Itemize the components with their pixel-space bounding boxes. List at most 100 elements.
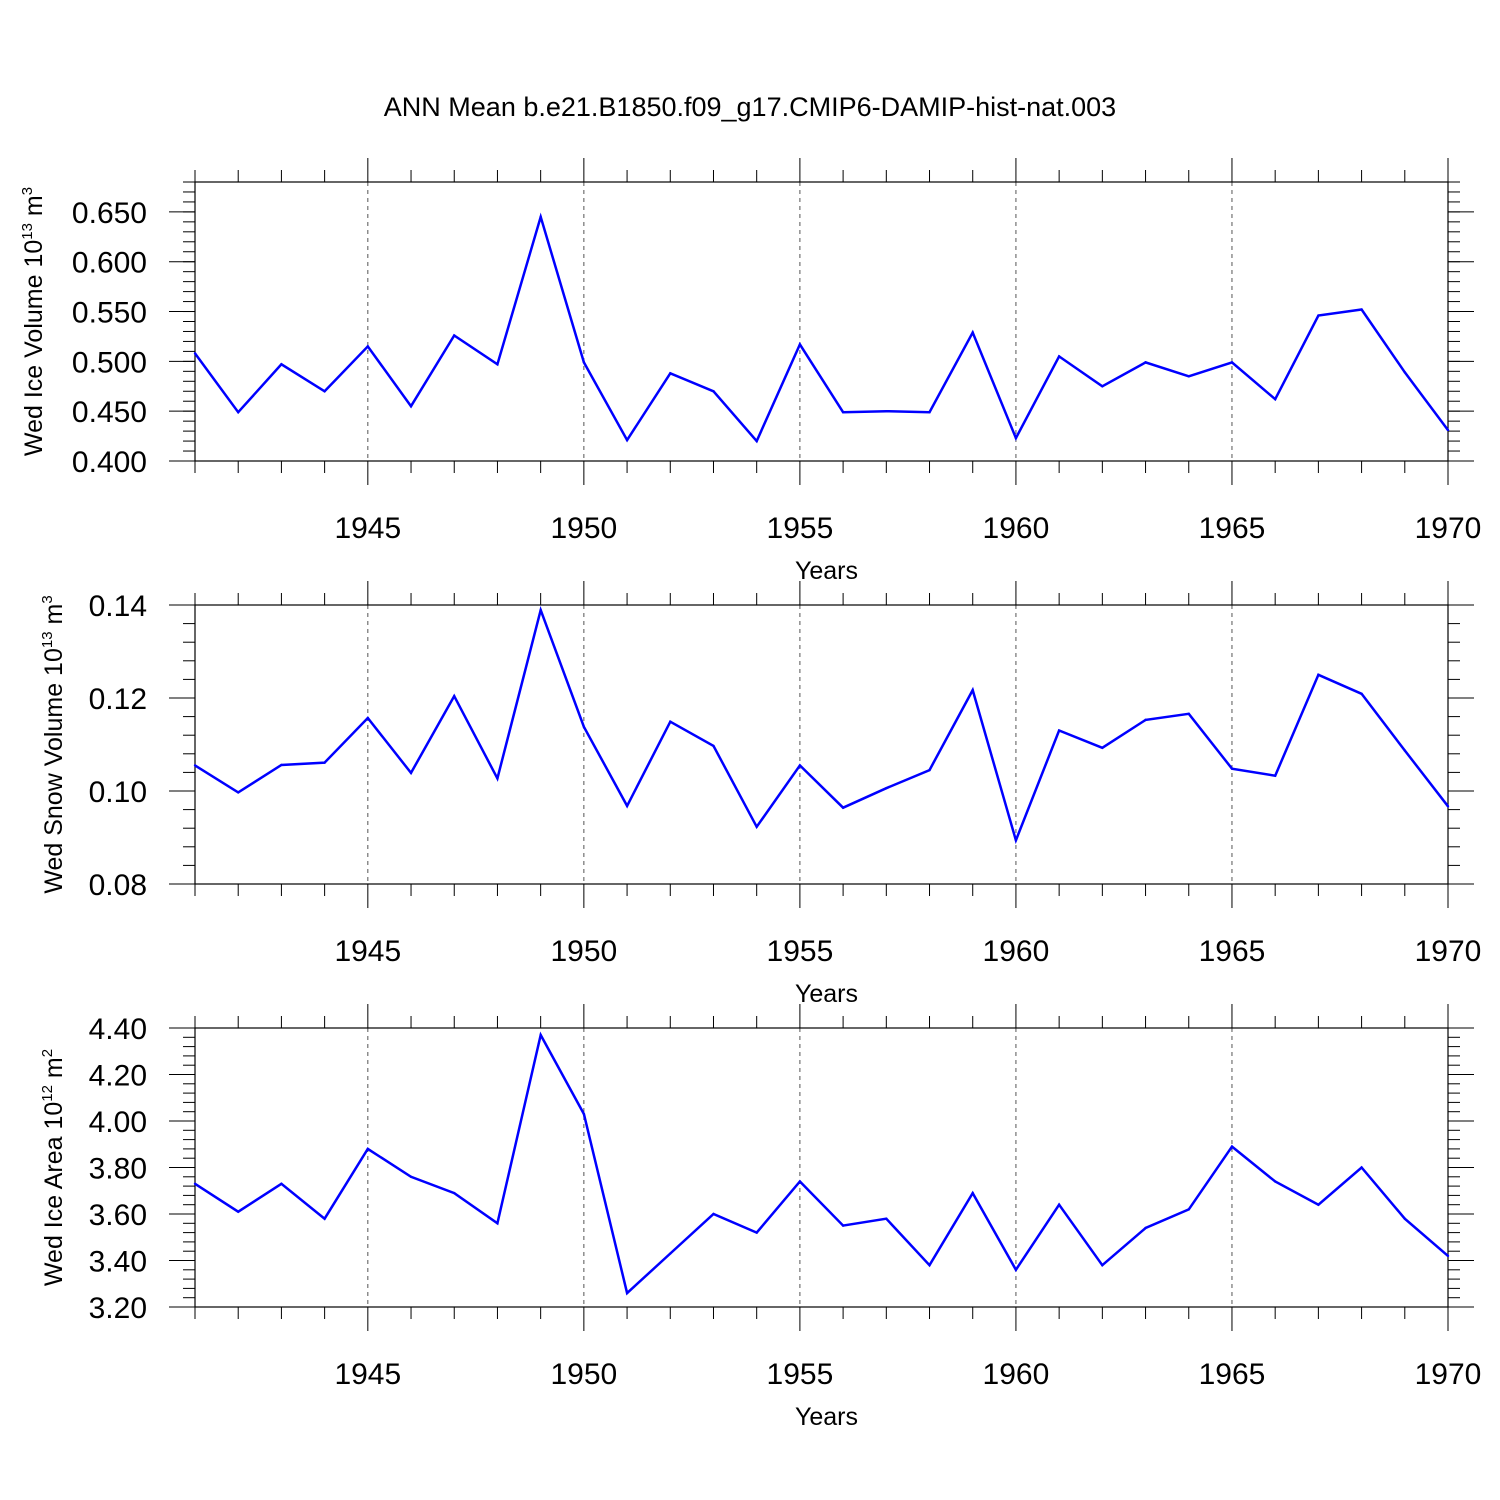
chart0-x-tick-label: 1945 [334,512,401,545]
chart0-data-point-1968 [1360,308,1363,311]
chart0-y-axis-label: Wed Ice Volume 1013 m3 [19,187,48,456]
chart0-data-point-1958 [928,410,931,414]
chart2-data-point-1965 [1230,1145,1234,1148]
chart2-plot-frame [194,1027,1449,1308]
chart2-y-tick-label: 4.00 [89,1106,147,1139]
chart1-x-axis-label: Years [795,980,858,1008]
chart0-data-point-1943 [280,363,283,366]
chart2-data-point-1942 [237,1210,240,1213]
chart2-data-point-1944 [323,1217,326,1220]
chart0-y-tick-label: 0.550 [72,297,147,330]
chart1-x-tick-label: 1945 [334,935,401,968]
chart1-data-point-1970 [1446,805,1450,808]
chart1-y-axis-label: Wed Snow Volume 1013 m3 [39,595,68,893]
chart0-data-point-1953 [712,390,715,393]
chart0-data-point-1945 [366,345,370,348]
chart0-data-point-1947 [453,334,456,337]
chart1-data-point-1955 [798,764,802,767]
chart2-data-point-1954 [755,1231,758,1234]
chart0-data-point-1951 [625,438,629,442]
chart2-x-tick-label: 1945 [334,1358,401,1391]
chart0-x-tick-label: 1955 [767,512,834,545]
chart0-y-tick-label: 0.400 [72,446,147,479]
chart2-data-point-1958 [928,1263,931,1267]
chart2-data-point-1962 [1101,1263,1104,1267]
chart2-y-tick-label: 3.80 [89,1153,147,1186]
chart1-data-point-1968 [1360,692,1363,696]
chart2-y-tick-label: 3.40 [89,1246,147,1279]
chart2-data-point-1945 [366,1147,370,1151]
chart2-data-point-1969 [1403,1217,1406,1220]
chart1-data-point-1951 [625,804,629,808]
chart0-data-point-1961 [1057,355,1061,358]
chart1-data-point-1963 [1144,718,1147,722]
chart2-data-point-1950 [582,1112,586,1116]
chart0-data-point-1952 [669,372,672,375]
chart1-data-point-1959 [971,688,974,692]
chart2-data-point-1957 [885,1217,888,1220]
chart2-x-axis-label: Years [795,1403,858,1431]
chart0-x-tick-label: 1970 [1415,512,1482,545]
chart1-data-point-1960 [1014,839,1018,842]
chart2-data-point-1947 [453,1191,456,1195]
chart1-y-tick-label: 0.12 [89,683,147,716]
chart1-data-point-1943 [280,763,283,767]
chart2-data-point-1946 [409,1175,413,1179]
chart0-y-tick-label: 0.600 [72,247,147,280]
chart0-data-point-1956 [841,410,845,414]
chart0-data-point-1970 [1446,428,1450,432]
panel-ice-volume: 0.400 0.450 0.500 0.550 0.600 0.650 1945 1950 19… [19,158,1481,585]
chart2-data-point-1963 [1144,1226,1147,1230]
chart2-data-point-1956 [841,1224,845,1227]
chart1-data-point-1946 [409,771,413,775]
chart2-data-point-1951 [625,1291,629,1295]
chart2-data-point-1968 [1360,1166,1363,1169]
chart0-data-point-1963 [1144,361,1147,364]
chart1-data-point-1957 [885,787,888,790]
chart2-x-tick-label: 1960 [983,1358,1050,1391]
chart0-data-point-1966 [1273,398,1277,401]
chart1-x-tick-label: 1950 [550,935,617,968]
chart1-data-point-1942 [237,791,240,794]
panel-snow-volume: 0.08 0.10 0.12 0.14 1945 1950 1955 1960 1965 1970… [39,581,1481,1008]
page-title: ANN Mean b.e21.B1850.f09_g17.CMIP6-DAMIP… [383,92,1117,122]
chart1-x-tick-label: 1960 [983,935,1050,968]
chart0-data-point-1959 [971,331,974,334]
chart1-y-tick-label: 0.14 [89,590,147,623]
chart0-y-tick-label: 0.450 [72,396,147,429]
chart2-y-axis-label: Wed Ice Area 1012 m2 [39,1049,68,1286]
chart1-data-point-1944 [323,761,326,764]
chart0-data-point-1946 [409,404,413,408]
chart1-series-line [194,605,1449,845]
chart1-data-point-1952 [669,720,672,723]
chart0-data-point-1944 [323,390,326,393]
chart2-y-tick-label: 3.20 [89,1292,147,1325]
chart0-data-point-1964 [1187,375,1190,378]
chart1-data-point-1947 [453,694,456,698]
chart1-data-point-1954 [755,825,758,829]
chart2-data-point-1952 [669,1252,672,1255]
chart0-x-tick-label: 1965 [1199,512,1266,545]
chart2-data-point-1953 [712,1212,715,1216]
chart2-data-point-1955 [798,1180,802,1183]
chart2-data-point-1960 [1014,1268,1018,1272]
chart0-data-point-1969 [1403,371,1406,374]
chart0-x-tick-label: 1960 [983,512,1050,545]
chart0-series-line [193,212,1450,444]
chart1-data-point-1953 [712,744,715,748]
chart1-data-point-1958 [928,768,931,772]
chart2-y-tick-label: 3.60 [89,1199,147,1232]
chart2-y-tick-label: 4.20 [89,1060,147,1093]
chart0-data-point-1954 [755,439,758,443]
chart1-data-point-1967 [1317,673,1320,676]
chart2-data-point-1964 [1187,1208,1190,1211]
chart0-data-point-1955 [798,343,802,346]
chart2-x-tick-label: 1955 [767,1358,834,1391]
chart0-y-tick-label: 0.650 [72,197,147,230]
chart0-x-axis-label: Years [795,557,858,585]
chart1-x-tick-label: 1970 [1415,935,1482,968]
chart2-data-point-1959 [971,1191,974,1195]
chart2-data-point-1967 [1317,1203,1320,1206]
chart1-data-point-1949 [539,608,542,612]
chart0-data-point-1941 [193,352,197,355]
